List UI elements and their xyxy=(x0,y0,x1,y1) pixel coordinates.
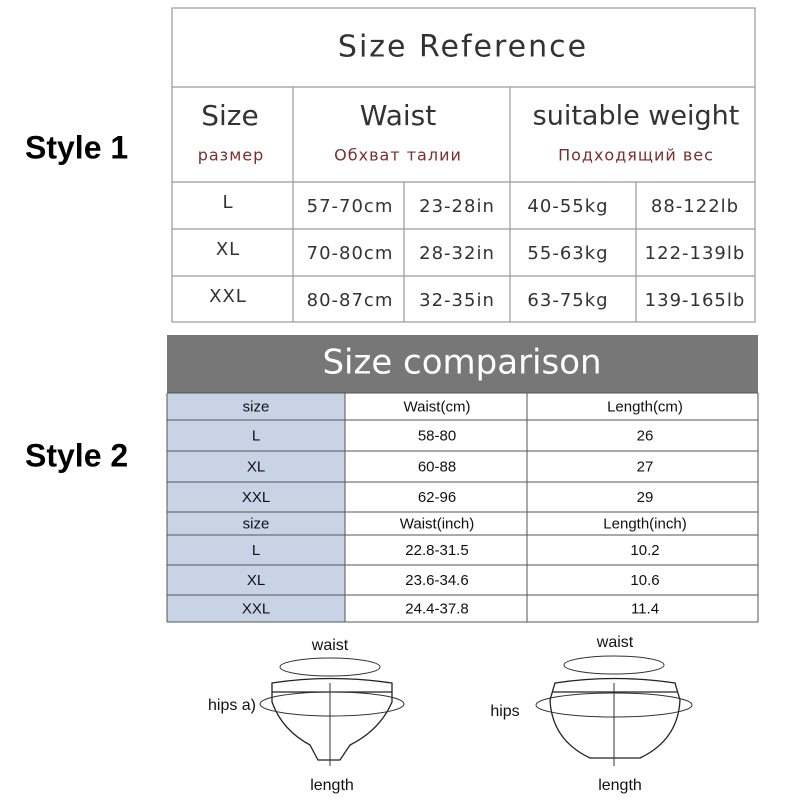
cell: 22.8-31.5 xyxy=(405,542,468,559)
cell: 10.2 xyxy=(630,542,659,559)
cell: L xyxy=(252,542,260,559)
header-ru: Обхват талии xyxy=(334,146,462,165)
cell: 24.4-37.8 xyxy=(405,600,468,617)
diagram-label: waist xyxy=(596,634,634,651)
cell: 23.6-34.6 xyxy=(405,572,468,589)
table-title: Size comparison xyxy=(322,343,601,383)
title-band xyxy=(167,335,758,393)
cell: XXL xyxy=(242,600,270,617)
header: Size xyxy=(201,99,258,132)
cell: 27 xyxy=(637,458,654,475)
cell: 23-28in xyxy=(419,196,495,217)
cell: size xyxy=(243,398,270,415)
cell: 57-70cm xyxy=(307,196,394,217)
cell: 80-87cm xyxy=(307,290,394,311)
header-ru: размер xyxy=(198,146,265,165)
cell: 29 xyxy=(637,489,654,506)
cell: XL xyxy=(247,572,265,589)
diagram-label: length xyxy=(310,777,354,794)
cell: L xyxy=(222,192,233,213)
cell: XL xyxy=(216,239,240,260)
diagram-label: hips xyxy=(490,703,519,720)
table-frame xyxy=(171,7,756,323)
cell: XL xyxy=(247,458,265,475)
diagram-shapes xyxy=(259,655,693,766)
cell: 26 xyxy=(637,427,654,444)
cell: 63-75kg xyxy=(527,290,608,311)
style-label: Style 1 xyxy=(25,129,128,165)
cell: L xyxy=(252,427,260,444)
size-column xyxy=(167,393,345,622)
cell: 58-80 xyxy=(418,427,456,444)
cell: 55-63kg xyxy=(527,243,608,264)
diagram-label: length xyxy=(598,777,642,794)
diagram-label: hips a) xyxy=(208,697,256,714)
cell: 122-139lb xyxy=(645,243,746,264)
cell: size xyxy=(243,515,270,532)
cell: 88-122lb xyxy=(651,196,739,217)
diagram-label: waist xyxy=(311,637,349,654)
cell: 70-80cm xyxy=(307,243,394,264)
cell: 60-88 xyxy=(418,458,456,475)
cell: 32-35in xyxy=(419,290,495,311)
cell: 28-32in xyxy=(419,243,495,264)
header: Waist xyxy=(360,99,436,132)
cell: 62-96 xyxy=(418,489,456,506)
header-ru: Подходящий вес xyxy=(558,146,714,165)
cell: 139-165lb xyxy=(645,290,746,311)
cell: Length(cm) xyxy=(607,398,683,415)
cell: Waist(cm) xyxy=(404,398,471,415)
cell: XXL xyxy=(242,489,270,506)
table-title: Size Reference xyxy=(338,30,588,65)
cell: XXL xyxy=(209,286,247,307)
cell: 40-55kg xyxy=(527,196,608,217)
cell: 11.4 xyxy=(631,600,659,617)
cell: 10.6 xyxy=(630,572,659,589)
header: suitable weight xyxy=(533,101,740,132)
style-label: Style 2 xyxy=(25,437,128,473)
cell: Length(inch) xyxy=(603,515,686,532)
cell: Waist(inch) xyxy=(400,515,474,532)
